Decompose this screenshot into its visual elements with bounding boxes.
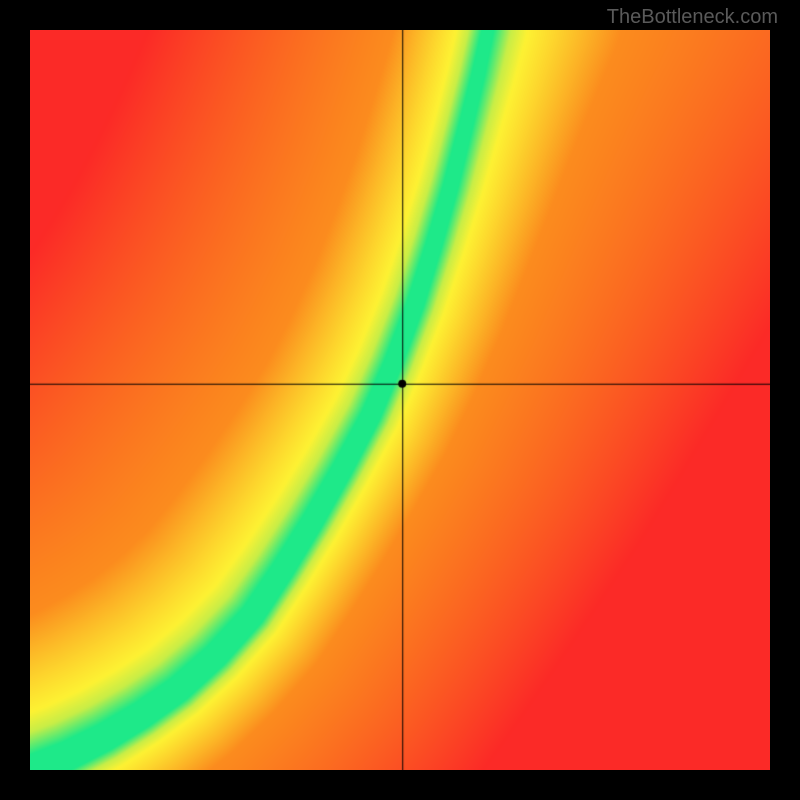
heatmap-canvas bbox=[30, 30, 770, 770]
heatmap-plot bbox=[30, 30, 770, 770]
watermark-text: TheBottleneck.com bbox=[607, 6, 778, 29]
